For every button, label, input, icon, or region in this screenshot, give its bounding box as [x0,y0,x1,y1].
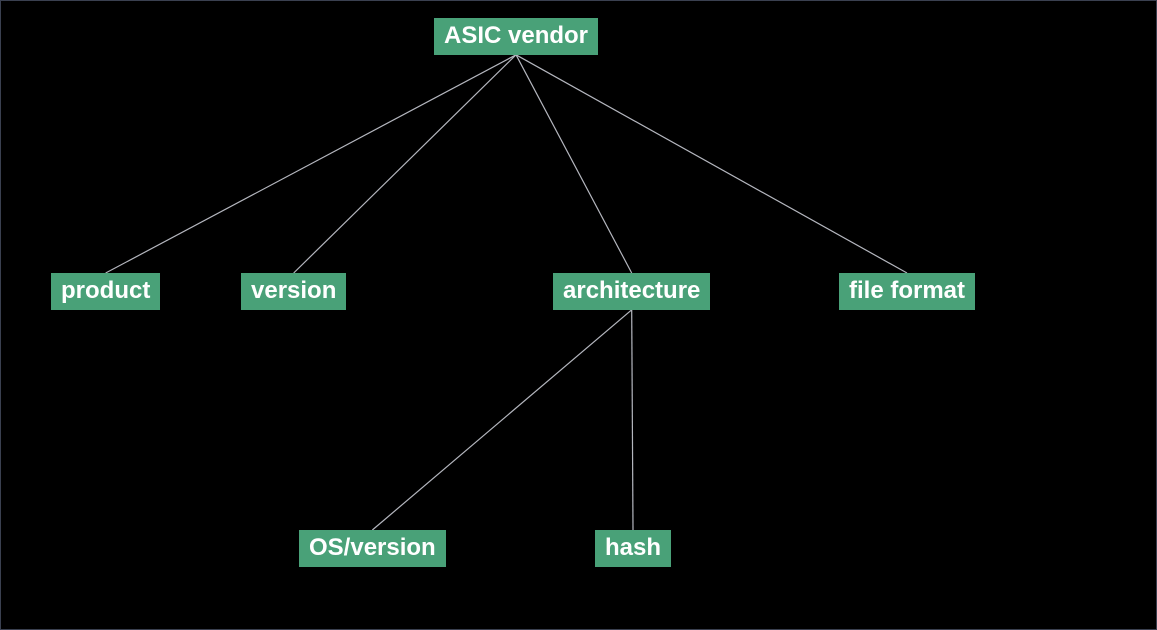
node-hash: hash [595,530,671,567]
node-asic-vendor: ASIC vendor [434,18,598,55]
node-file-format: file format [839,273,975,310]
node-architecture: architecture [553,273,710,310]
edges-layer [1,1,1157,630]
node-version: version [241,273,346,310]
diagram-canvas: ASIC vendor product version architecture… [0,0,1157,630]
node-product: product [51,273,160,310]
node-os-version: OS/version [299,530,446,567]
